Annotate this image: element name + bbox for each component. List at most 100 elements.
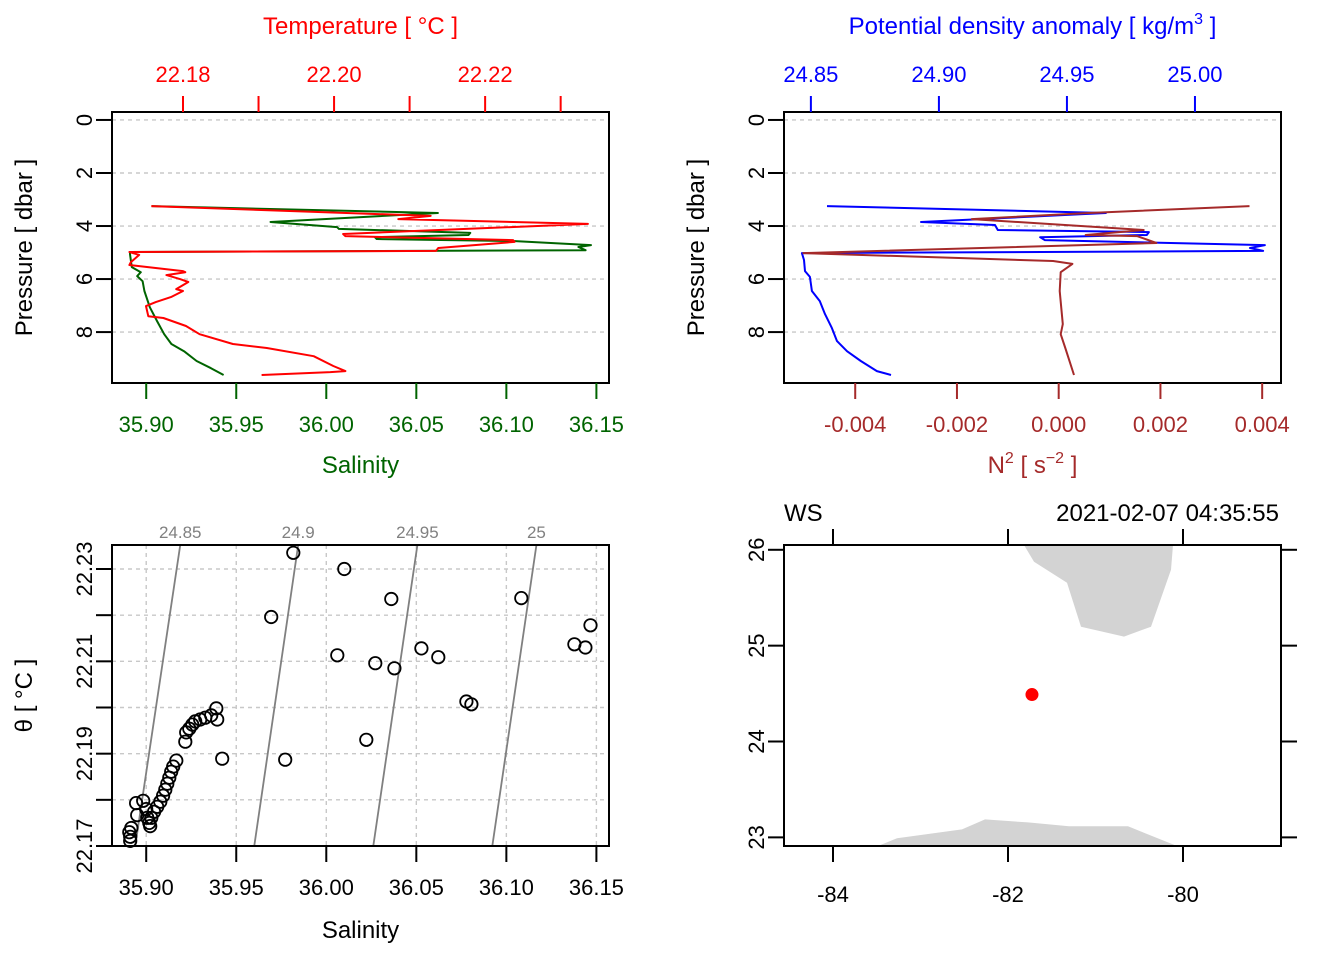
ts-point	[368, 656, 383, 671]
lon-tick-label: -80	[1167, 882, 1199, 907]
isopycnal-line	[372, 544, 419, 847]
bottom-tick-label: 36.15	[569, 412, 624, 437]
density-axis-title: Potential density anomaly [ kg/m3 ]	[849, 11, 1217, 40]
grid-lines	[112, 545, 609, 847]
x-tick-label: 36.05	[389, 875, 444, 900]
isopycnal-label: 24.85	[159, 523, 202, 542]
top-tick-label: 24.85	[783, 62, 838, 87]
series-lines	[800, 205, 1266, 376]
theta-axis-title: θ [ °C ]	[11, 659, 38, 733]
cuba-land	[878, 819, 1177, 846]
isopycnal-lines: 24.85 24.9 24.95 25	[134, 523, 546, 847]
bottom-tick-label: 0.004	[1235, 412, 1290, 437]
ts-point	[431, 650, 446, 665]
top-tick-label: 24.90	[911, 62, 966, 87]
ts-point	[264, 609, 279, 625]
land-polygons	[878, 545, 1177, 846]
y-tick-label: 6	[744, 273, 769, 285]
station-label: WS	[784, 500, 823, 527]
density-title-end: ]	[1203, 13, 1216, 40]
ts-point	[578, 640, 593, 655]
panel-density-profile: 0 2 4 6 8 -0.004 -0.002 0.000 0.002 0.004 24.85 24.…	[683, 11, 1290, 479]
ts-point	[179, 725, 194, 740]
series-lines	[128, 205, 592, 376]
lat-tick-label: 24	[744, 729, 769, 753]
n2-title-mid: [ s	[1014, 452, 1046, 479]
plot-frame	[783, 111, 1282, 384]
n2-title-end: ]	[1064, 452, 1077, 479]
ts-point	[140, 810, 155, 825]
bottom-tick-label: 36.05	[389, 412, 444, 437]
ts-point	[182, 721, 197, 736]
x-tick-label: 36.15	[569, 875, 624, 900]
n2-axis-title: N2 [ s−2 ]	[988, 450, 1078, 479]
lon-tick-label: -84	[817, 882, 849, 907]
ts-point	[136, 793, 151, 808]
grid-lines	[112, 119, 609, 333]
ts-point	[384, 591, 399, 607]
y-tick-label: 22.17	[72, 818, 97, 873]
lat-tick-label: 26	[744, 538, 769, 562]
bottom-tick-label: 35.90	[119, 412, 174, 437]
y-tick-label: 8	[72, 326, 97, 338]
panel-station-map: -84 -82 -80 23 24 25 26 WS 2021-02-07 04:35:55	[744, 500, 1297, 907]
plot-frame	[111, 544, 610, 847]
n2-title-base: N	[988, 452, 1005, 479]
y-tick-label: 6	[72, 273, 97, 285]
plot-frame	[783, 544, 1282, 847]
y-tick-label: 22.19	[72, 726, 97, 781]
station-time: 2021-02-07 04:35:55	[1056, 500, 1279, 527]
panel-ts-diagram: 24.85 24.9 24.95 25 35.90 35.95 36.00 36.05 36.…	[11, 523, 624, 944]
x-tick-label: 35.95	[209, 875, 264, 900]
ts-point	[143, 818, 158, 834]
series-line-temperature	[128, 205, 589, 376]
ts-point	[278, 752, 293, 767]
density-title-sup: 3	[1194, 11, 1203, 28]
ts-point	[160, 776, 175, 791]
series-line-salinity	[129, 205, 592, 376]
temperature-axis-title: Temperature [ °C ]	[263, 13, 458, 40]
n2-title-sup2: −2	[1046, 450, 1064, 467]
ts-point	[215, 751, 230, 766]
ts-point	[583, 618, 598, 633]
isopycnal-label: 25	[527, 523, 546, 542]
ts-point	[139, 801, 154, 817]
ts-points	[122, 545, 598, 849]
station-points	[1025, 688, 1039, 702]
bottom-tick-label: 36.10	[479, 412, 534, 437]
y-tick-label: 2	[72, 167, 97, 179]
x-tick-label: 35.90	[119, 875, 174, 900]
salinity-axis-title: Salinity	[322, 917, 399, 944]
florida-land	[1024, 545, 1173, 637]
ts-point	[124, 820, 139, 836]
top-tick-label: 22.18	[155, 62, 210, 87]
y-tick-label: 22.21	[72, 634, 97, 689]
pressure-axis-title: Pressure [ dbar ]	[11, 159, 38, 336]
salinity-axis-title: Salinity	[322, 452, 399, 479]
bottom-tick-label: -0.002	[926, 412, 988, 437]
ts-point	[464, 697, 479, 712]
ts-point	[158, 782, 173, 797]
ts-point	[330, 648, 345, 663]
top-tick-label: 22.22	[458, 62, 513, 87]
ts-point	[286, 545, 301, 560]
ts-point	[178, 734, 193, 749]
pressure-axis-title: Pressure [ dbar ]	[683, 159, 710, 336]
ts-point	[514, 590, 529, 606]
y-tick-label: 2	[744, 167, 769, 179]
y-tick-label: 22.23	[72, 541, 97, 596]
top-tick-label: 25.00	[1167, 62, 1222, 87]
ts-point	[359, 732, 374, 747]
axes: 0 2 4 6 8 35.90 35.95 36.00 36.05 36.10 36.15 22.18…	[72, 62, 624, 437]
station-marker	[1025, 688, 1039, 702]
x-tick-label: 36.10	[479, 875, 534, 900]
isopycnal-label: 24.95	[396, 523, 439, 542]
y-tick-label: 4	[72, 220, 97, 232]
ts-point	[414, 641, 429, 656]
grid-lines	[784, 119, 1281, 333]
bottom-tick-label: -0.004	[824, 412, 886, 437]
y-tick-label: 8	[744, 326, 769, 338]
panel-ts-profile: 0 2 4 6 8 35.90 35.95 36.00 36.05 36.10 36.15 22.18…	[11, 13, 624, 479]
bottom-tick-label: 36.00	[299, 412, 354, 437]
axes: -84 -82 -80 23 24 25 26	[744, 529, 1297, 907]
